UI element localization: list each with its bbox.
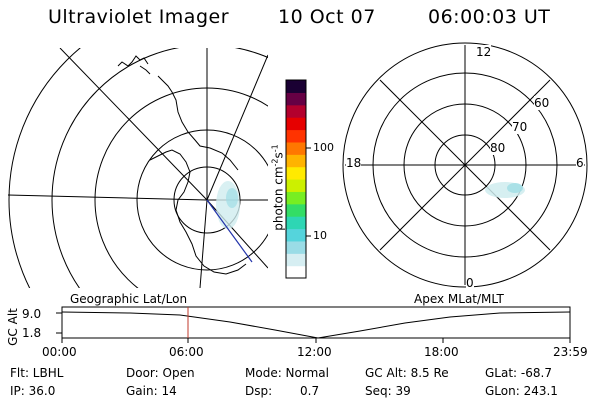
aurora-emission <box>507 183 523 193</box>
altitude-axis-label: GC Alt <box>5 308 20 346</box>
meridian-line <box>199 199 208 288</box>
colorbar-band <box>286 240 306 254</box>
mlt-line <box>379 79 551 251</box>
coastline <box>149 75 247 275</box>
colorbar-band <box>286 80 306 93</box>
time-label-12: 12:00 <box>297 345 332 359</box>
meridian-line <box>8 194 208 201</box>
time-label-2359: 23:59 <box>553 345 588 359</box>
meridian-line <box>206 199 268 269</box>
mlt-label-18: 18 <box>346 156 362 170</box>
status-door: Door: Open <box>126 366 195 380</box>
colorbar-tick-100: 100 <box>313 141 334 154</box>
status-gain: Gain: 14 <box>126 384 177 398</box>
mlt-line <box>379 79 551 251</box>
colorbar-band <box>286 203 306 217</box>
colorbar-band <box>286 117 306 131</box>
time-label-06: 06:00 <box>169 345 204 359</box>
colorbar-unit-label: photon cm-2s-1 <box>270 144 286 231</box>
aurora-emission <box>226 188 238 208</box>
colorbar-band <box>286 265 306 279</box>
altitude-frame <box>61 306 571 339</box>
time-label-00: 00:00 <box>42 345 77 359</box>
colorbar-tick-10: 10 <box>313 229 327 242</box>
colorbar-band <box>286 253 306 267</box>
colorbar-band <box>286 154 306 168</box>
latitude-circle <box>136 129 268 271</box>
mlat-label-60: 60 <box>534 96 550 110</box>
status-mode: Mode: Normal <box>245 366 329 380</box>
mlt-label-12: 12 <box>476 45 492 59</box>
mlat-circle <box>342 42 588 288</box>
meridian-line <box>206 54 268 201</box>
time-label-18: 18:00 <box>424 345 459 359</box>
aurora-emission <box>216 181 240 229</box>
colorbar-band <box>286 216 306 230</box>
latitude-circle <box>51 48 268 288</box>
instrument-title: Ultraviolet Imager <box>48 6 230 28</box>
mlt-label-0: 0 <box>466 276 474 290</box>
mlat-circle <box>372 72 558 258</box>
colorbar-band <box>286 191 306 205</box>
status-ip: IP: 36.0 <box>10 384 56 398</box>
mlt-label-6: 6 <box>576 156 584 170</box>
status-dsp-value: 0.7 <box>300 384 320 398</box>
mlat-circle <box>434 134 496 196</box>
colorbar-band <box>286 166 306 180</box>
status-flt: Flt: LBHL <box>10 366 64 380</box>
coastline <box>117 55 151 75</box>
colorbar-band <box>286 141 306 155</box>
mlat-label-80: 80 <box>490 141 506 155</box>
status-glon: GLon: 243.1 <box>485 384 558 398</box>
altitude-tick-top: 9.0 <box>22 307 42 321</box>
date-label: 10 Oct 07 <box>278 6 376 28</box>
latitude-circle <box>8 48 81 288</box>
status-gc-alt: GC Alt: 8.5 Re <box>365 366 449 380</box>
meridian-line <box>59 48 208 201</box>
left-panel-label: Geographic Lat/Lon <box>70 292 188 306</box>
colorbar-band <box>286 104 306 118</box>
colorbar-band <box>286 129 306 143</box>
mlat-label-70: 70 <box>512 120 528 134</box>
colorbar-band <box>286 179 306 192</box>
colorbar-band <box>286 92 306 106</box>
mlat-circle <box>403 103 527 227</box>
status-dsp-label: Dsp: <box>245 384 273 398</box>
time-label: 06:00:03 UT <box>428 6 551 28</box>
altitude-tick-bottom: 1.8 <box>22 326 42 340</box>
status-seq: Seq: 39 <box>365 384 411 398</box>
right-panel-label: Apex MLat/MLT <box>414 292 504 306</box>
footprint-line <box>206 199 253 263</box>
colorbar-band <box>286 228 306 242</box>
altitude-curve <box>61 311 571 339</box>
status-glat: GLat: -68.7 <box>485 366 552 380</box>
latitude-circle <box>173 166 241 234</box>
aurora-emission <box>485 182 525 198</box>
